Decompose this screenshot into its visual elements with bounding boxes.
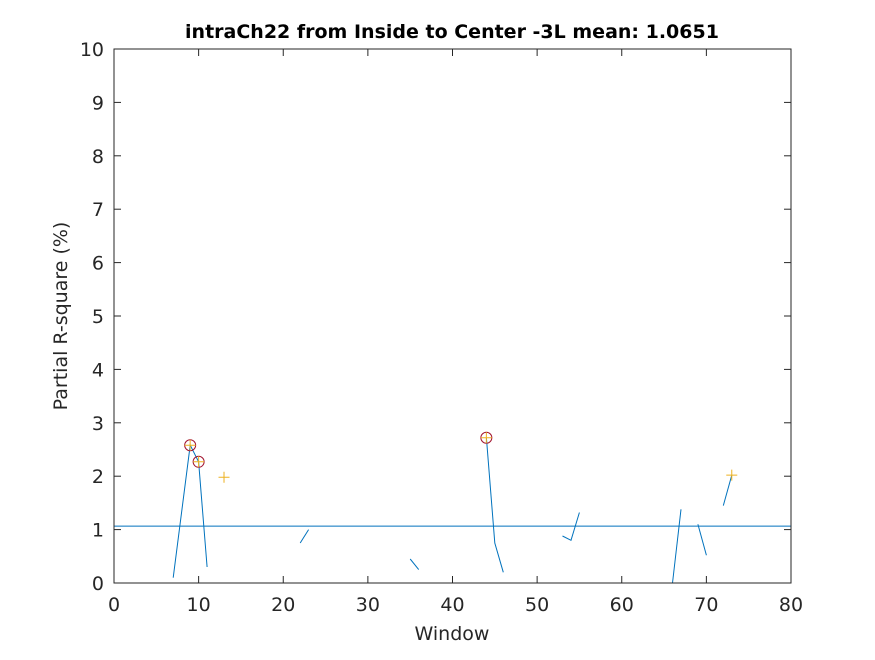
plus-marker-3 xyxy=(218,471,230,483)
x-tick-label: 60 xyxy=(610,594,634,616)
x-axis-label: Window xyxy=(415,623,490,645)
chart-title: intraCh22 from Inside to Center -3L mean… xyxy=(185,21,719,43)
x-tick-label: 40 xyxy=(440,594,464,616)
x-tick-label: 0 xyxy=(108,594,120,616)
series-segment-4 xyxy=(485,437,504,573)
series-segment-6 xyxy=(672,509,682,584)
plot-area xyxy=(114,49,791,583)
y-tick-label: 4 xyxy=(92,359,104,381)
series-segment-5 xyxy=(562,512,580,542)
x-tick-label: 50 xyxy=(525,594,549,616)
x-tick-label: 30 xyxy=(356,594,380,616)
plus-marker-4 xyxy=(480,432,492,444)
y-tick-label: 2 xyxy=(92,466,104,488)
x-tick-label: 70 xyxy=(694,594,718,616)
y-tick-label: 8 xyxy=(92,146,104,168)
plus-marker-2 xyxy=(193,456,205,468)
x-tick-label: 10 xyxy=(187,594,211,616)
series-segment-3 xyxy=(409,558,420,570)
y-tick-label: 10 xyxy=(80,39,104,61)
y-tick-label: 5 xyxy=(92,306,104,328)
plus-marker-1 xyxy=(184,439,196,451)
y-tick-label: 6 xyxy=(92,253,104,275)
y-tick-label: 0 xyxy=(92,573,104,595)
y-tick-label: 1 xyxy=(92,520,104,542)
x-tick-label: 80 xyxy=(779,594,803,616)
series-segment-2 xyxy=(299,529,310,544)
plus-marker-5 xyxy=(726,469,738,481)
series-segment-8 xyxy=(722,474,733,506)
y-tick-label: 3 xyxy=(92,413,104,435)
x-tick-label: 20 xyxy=(271,594,295,616)
series-segment-7 xyxy=(697,524,707,556)
y-axis-label: Partial R-square (%) xyxy=(50,222,72,411)
series-segment-1 xyxy=(172,443,208,578)
y-tick-label: 7 xyxy=(92,199,104,221)
y-tick-label: 9 xyxy=(92,92,104,114)
